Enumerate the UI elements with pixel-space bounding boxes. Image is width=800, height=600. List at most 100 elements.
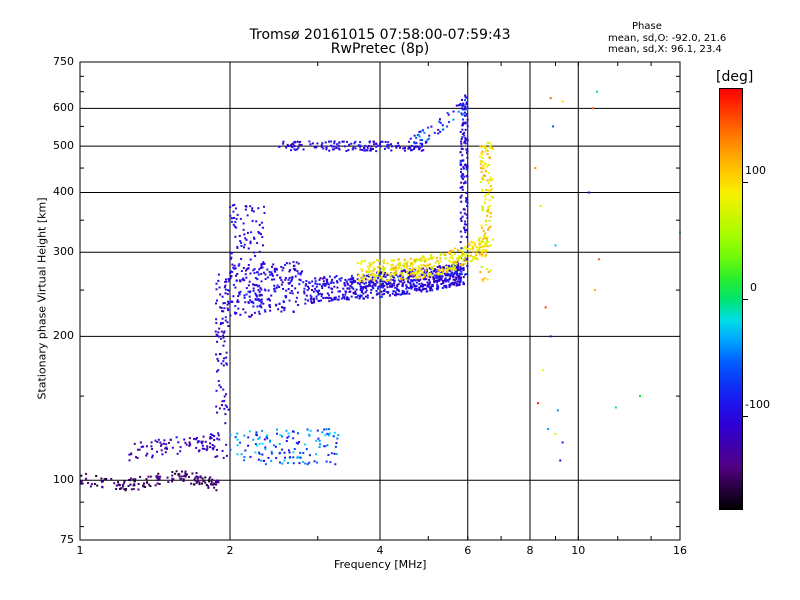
echo-point bbox=[439, 252, 442, 255]
echo-point bbox=[404, 270, 407, 273]
echo-point bbox=[258, 442, 261, 445]
echo-point bbox=[280, 306, 283, 309]
echo-point bbox=[413, 278, 416, 281]
echo-point bbox=[416, 273, 419, 276]
echo-point bbox=[482, 229, 485, 232]
echo-point bbox=[463, 164, 466, 167]
echo-point bbox=[418, 258, 421, 261]
echo-point bbox=[534, 167, 537, 170]
echo-point bbox=[117, 483, 120, 486]
echo-point bbox=[420, 273, 423, 276]
echo-point bbox=[465, 213, 468, 216]
echo-point bbox=[460, 164, 463, 167]
echo-point bbox=[188, 444, 191, 447]
echo-point bbox=[269, 306, 272, 309]
echo-point bbox=[233, 311, 236, 314]
echo-point bbox=[316, 283, 319, 286]
y-tick-label: 500 bbox=[53, 139, 74, 153]
echo-point bbox=[249, 205, 252, 208]
echo-point bbox=[455, 277, 458, 280]
echo-point bbox=[271, 278, 274, 281]
echo-point bbox=[379, 272, 382, 275]
y-tick-label: 300 bbox=[53, 245, 74, 259]
echo-point bbox=[292, 267, 295, 270]
echo-point bbox=[422, 287, 425, 290]
echo-point bbox=[421, 144, 424, 147]
echo-point bbox=[227, 309, 230, 312]
echo-point bbox=[406, 290, 409, 293]
echo-point bbox=[303, 287, 306, 290]
echo-point bbox=[209, 445, 212, 448]
echo-point bbox=[408, 275, 411, 278]
echo-point bbox=[215, 353, 218, 356]
echo-point bbox=[465, 229, 468, 232]
echo-point bbox=[398, 262, 401, 265]
echo-point bbox=[478, 239, 481, 242]
echo-point bbox=[229, 206, 232, 209]
echo-point bbox=[193, 483, 196, 486]
echo-point bbox=[127, 485, 130, 488]
echo-point bbox=[463, 134, 466, 137]
echo-point bbox=[363, 149, 366, 152]
echo-point bbox=[420, 290, 423, 293]
echo-point bbox=[185, 443, 188, 446]
echo-point bbox=[436, 266, 439, 269]
echo-point bbox=[461, 98, 464, 101]
echo-point bbox=[387, 143, 390, 146]
echo-point bbox=[393, 276, 396, 279]
echo-point bbox=[397, 258, 400, 261]
echo-point bbox=[412, 275, 415, 278]
echo-point bbox=[224, 288, 227, 291]
echo-point bbox=[118, 484, 121, 487]
echo-point bbox=[243, 296, 246, 299]
echo-point bbox=[258, 436, 261, 439]
echo-point bbox=[464, 231, 467, 234]
echo-point bbox=[90, 483, 93, 486]
echo-point bbox=[441, 279, 444, 282]
echo-point bbox=[487, 210, 490, 213]
echo-point bbox=[256, 242, 259, 245]
echo-point bbox=[385, 290, 388, 293]
echo-point bbox=[427, 275, 430, 278]
echo-point bbox=[447, 272, 450, 275]
echo-point bbox=[463, 141, 466, 144]
echo-point bbox=[247, 267, 250, 270]
echo-point bbox=[315, 289, 318, 292]
echo-point bbox=[222, 360, 225, 363]
echo-point bbox=[445, 279, 448, 282]
echo-point bbox=[446, 111, 449, 114]
echo-point bbox=[457, 104, 460, 107]
echo-point bbox=[464, 94, 467, 97]
echo-point bbox=[390, 285, 393, 288]
echo-point bbox=[452, 118, 455, 121]
echo-point bbox=[397, 275, 400, 278]
echo-point bbox=[247, 247, 250, 250]
echo-point bbox=[278, 302, 281, 305]
echo-point bbox=[403, 265, 406, 268]
echo-point bbox=[406, 260, 409, 263]
echo-point bbox=[463, 257, 466, 260]
echo-point bbox=[357, 274, 360, 277]
echo-point bbox=[475, 246, 478, 249]
echo-point bbox=[372, 266, 375, 269]
echo-point bbox=[488, 199, 491, 202]
echo-point bbox=[417, 268, 420, 271]
echo-point bbox=[330, 281, 333, 284]
echo-point bbox=[350, 274, 353, 277]
echo-point bbox=[337, 144, 340, 147]
echo-point bbox=[371, 280, 374, 283]
echo-point bbox=[336, 281, 339, 284]
echo-point bbox=[475, 252, 478, 255]
echo-point bbox=[327, 428, 330, 431]
echo-point bbox=[554, 432, 557, 435]
echo-point bbox=[260, 293, 263, 296]
echo-point bbox=[304, 298, 307, 301]
echo-point bbox=[233, 267, 236, 270]
echo-point bbox=[229, 300, 232, 303]
echo-point bbox=[459, 266, 462, 269]
y-axis-label: Stationary phase Virtual Height [km] bbox=[35, 197, 49, 400]
echo-point bbox=[217, 359, 220, 362]
echo-point bbox=[105, 477, 108, 480]
echo-point bbox=[409, 149, 412, 152]
echo-point bbox=[217, 380, 220, 383]
